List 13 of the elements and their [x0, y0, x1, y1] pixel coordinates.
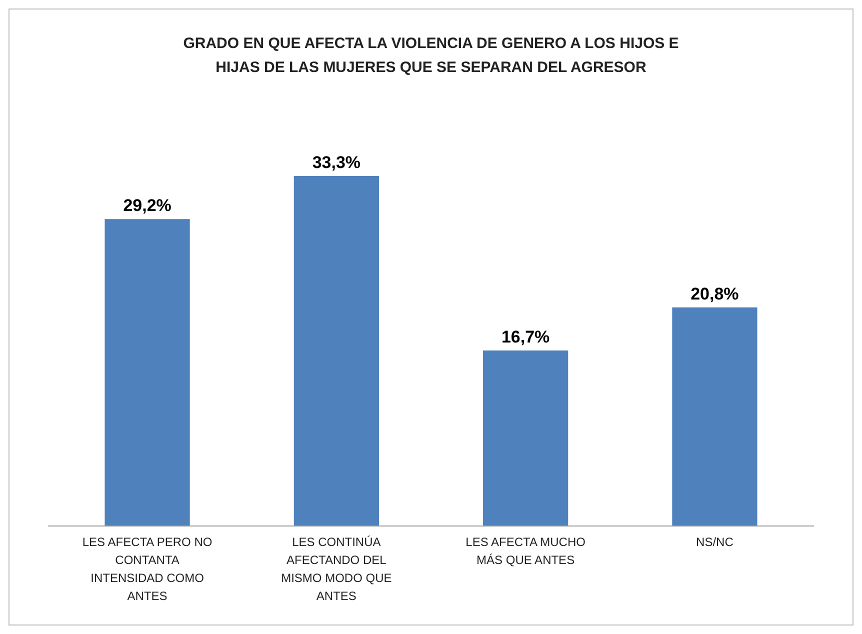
- data-label: 29,2%: [123, 196, 172, 216]
- bar: [294, 176, 379, 526]
- x-tick-label: LES AFECTA PERO NO CONTANTA INTENSIDAD COMO ANTES: [82, 535, 212, 603]
- x-tick-label: LES CONTINÚA AFECTANDO DEL MISMO MODO QUE ANTES: [281, 535, 392, 603]
- bar: [672, 307, 758, 526]
- data-label: 33,3%: [312, 153, 361, 172]
- data-label: 20,8%: [690, 284, 739, 304]
- bar: [104, 219, 190, 526]
- chart-title: GRADO EN QUE AFECTA LA VIOLENCIA DE GENERO A LOS HIJOS E HIJAS DE LAS MUJERES QUE SE SEPARAN DEL AGRESOR: [183, 35, 679, 76]
- x-tick-label: LES AFECTA MUCHO MÁS QUE ANTES: [466, 535, 586, 567]
- data-label: 16,7%: [501, 327, 550, 346]
- x-tick-label: NS/NC: [696, 535, 734, 549]
- bar: [483, 350, 568, 526]
